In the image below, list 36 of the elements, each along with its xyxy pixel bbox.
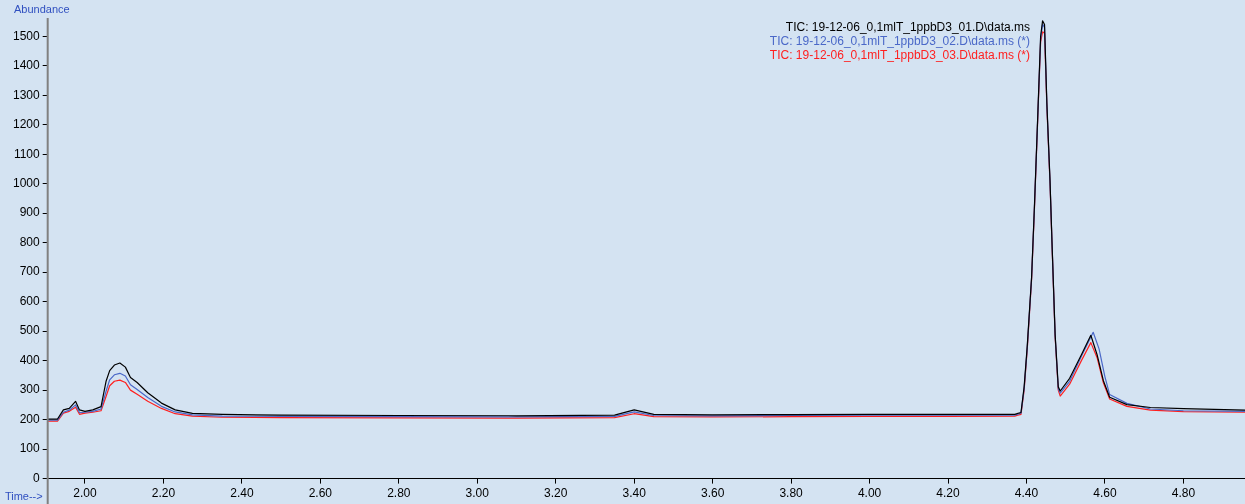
x-tick-label: 4.60 — [1093, 486, 1117, 501]
y-tick-label: 300 — [19, 382, 41, 397]
y-tick-label: 500 — [19, 323, 41, 338]
x-tick-label: 4.00 — [857, 486, 882, 501]
x-tick-label: 3.40 — [622, 486, 647, 501]
x-tick-label: 3.00 — [465, 486, 490, 501]
x-tick-label: 2.20 — [151, 486, 176, 501]
x-tick-label: 3.80 — [779, 486, 804, 501]
y-tick-label: 800 — [19, 234, 41, 249]
y-tick-label: 400 — [19, 352, 41, 367]
x-tick-label: 3.20 — [544, 486, 568, 501]
y-tick-label: 700 — [19, 264, 41, 279]
x-tick-label: 2.40 — [230, 486, 254, 501]
y-tick-label: 0 — [33, 470, 41, 485]
y-tick-label: 1300 — [12, 87, 41, 102]
x-axis-title: Time--> — [4, 489, 43, 502]
y-tick-label: 1200 — [12, 117, 41, 132]
x-tick-label: 2.80 — [387, 486, 411, 501]
series-label: TIC: 19-12-06_0,1mlT_1ppbD3_02.D\data.ms (*) — [769, 34, 1030, 49]
y-tick-label: 900 — [19, 205, 41, 220]
x-tick-label: 2.60 — [308, 486, 333, 501]
x-tick-label: 3.60 — [700, 486, 725, 501]
x-tick-label: 4.40 — [1014, 486, 1039, 501]
x-tick-label: 2.00 — [73, 486, 97, 501]
y-tick-label: 100 — [19, 441, 41, 456]
series-label: TIC: 19-12-06_0,1mlT_1ppbD3_01.D\data.ms — [785, 20, 1030, 35]
x-tick-label: 4.80 — [1171, 486, 1196, 501]
y-tick-label: 1400 — [12, 58, 41, 73]
y-tick-label: 1100 — [13, 146, 41, 161]
y-tick-label: 1500 — [12, 28, 41, 43]
y-tick-label: 1000 — [12, 175, 41, 190]
y-tick-label: 600 — [19, 293, 41, 308]
series-label: TIC: 19-12-06_0,1mlT_1ppbD3_03.D\data.ms (*) — [769, 48, 1030, 63]
x-tick-label: 4.20 — [936, 486, 961, 501]
y-tick-label: 200 — [19, 411, 41, 426]
y-axis-title: Abundance — [14, 2, 70, 15]
